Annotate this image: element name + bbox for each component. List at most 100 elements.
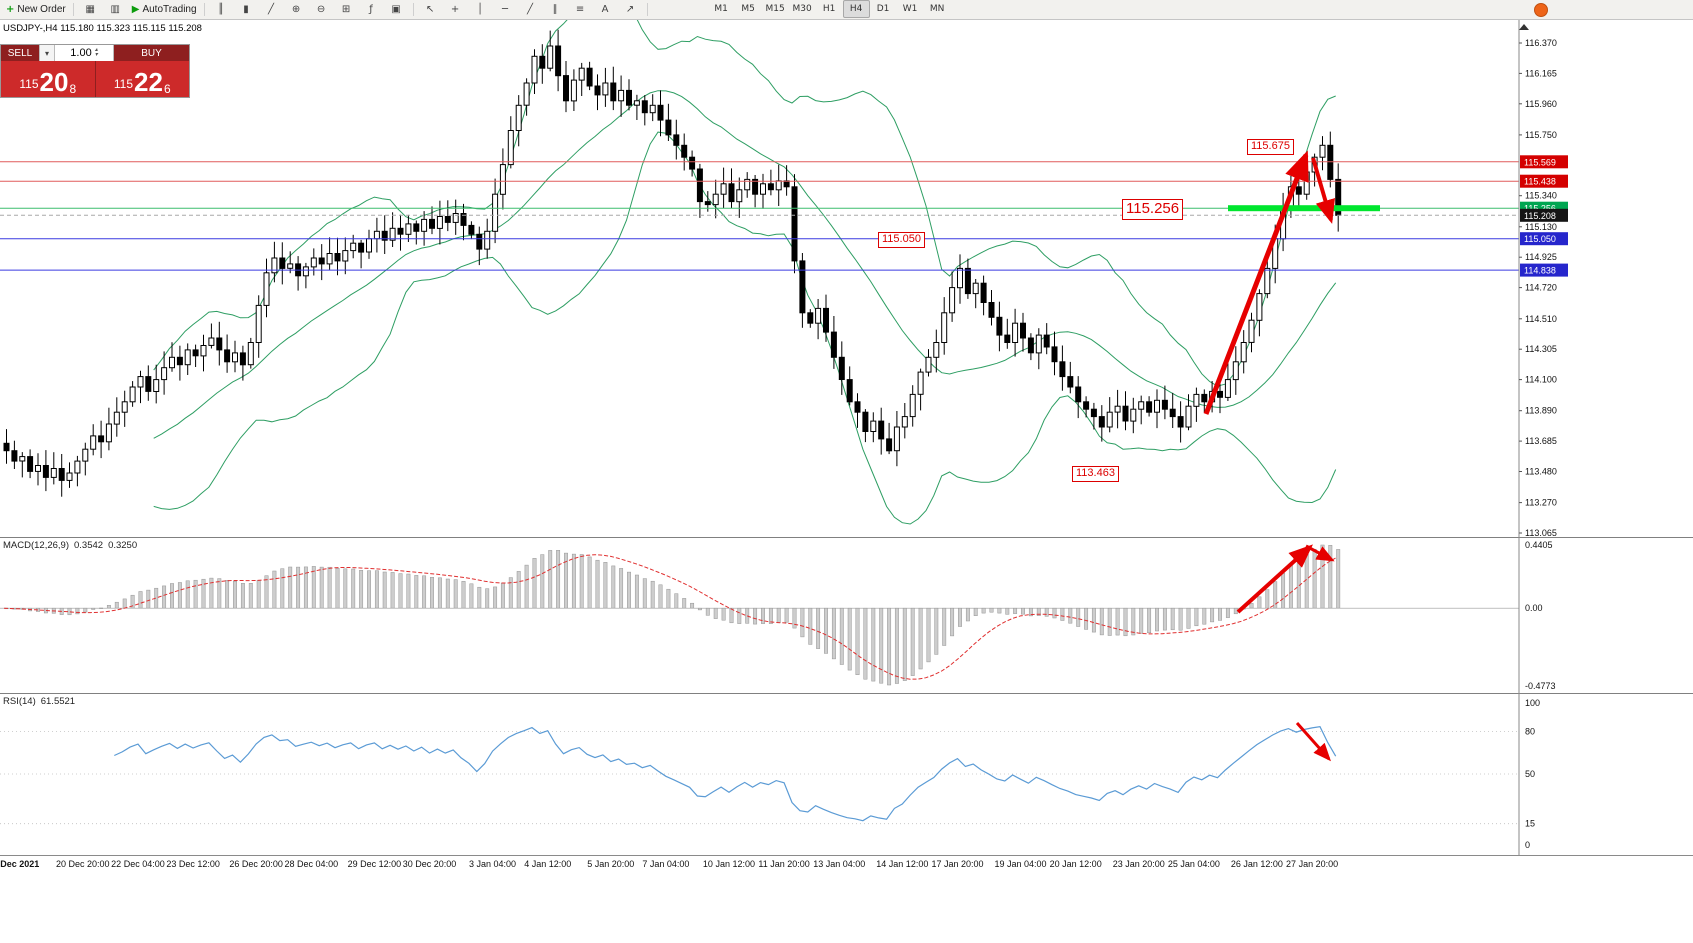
svg-text:115.130: 115.130	[1525, 222, 1557, 232]
macd-name: MACD(12,26,9)	[3, 540, 69, 551]
new-order-label: New Order	[17, 4, 66, 15]
notification-icon[interactable]	[1534, 2, 1548, 17]
volume-dropdown-icon[interactable]: ▾	[39, 45, 55, 61]
svg-text:0.4405: 0.4405	[1525, 540, 1553, 550]
price-annotation[interactable]: 115.256	[1122, 199, 1184, 220]
timeframe-m5[interactable]: M5	[741, 4, 755, 15]
bollinger-bands	[153, 20, 1337, 525]
time-label: 3 Jan 04:00	[469, 859, 517, 869]
line-chart-icon[interactable]: ╱	[268, 3, 275, 15]
volume-input[interactable]: 1.00 ▴ ▾	[55, 45, 114, 61]
bar-chart-icon[interactable]: ║	[218, 3, 225, 15]
buy-label: BUY	[114, 45, 189, 61]
timeframe-m30[interactable]: M30	[792, 4, 812, 15]
templates-icon[interactable]: ▣	[391, 3, 401, 15]
svg-text:116.165: 116.165	[1525, 68, 1557, 78]
svg-text:50: 50	[1525, 769, 1535, 779]
timeframe-m1[interactable]: M1	[714, 4, 728, 15]
timeframe-w1[interactable]: W1	[902, 4, 918, 15]
candlestick-icon[interactable]: ▮	[243, 3, 249, 15]
time-label: 11 Jan 20:00	[758, 859, 810, 869]
time-label: 22 Dec 04:00	[111, 859, 165, 869]
autotrading-play-icon: ▶	[131, 4, 140, 15]
rsi-name: RSI(14)	[3, 696, 36, 707]
vertical-line-icon[interactable]: │	[477, 3, 484, 15]
trendline-icon[interactable]: ╱	[527, 3, 534, 15]
svg-text:115.050: 115.050	[1524, 234, 1556, 244]
timeframe-d1[interactable]: D1	[876, 4, 890, 15]
time-label: 17 Jan 20:00	[931, 859, 984, 869]
horizontal-line-icon[interactable]: ─	[502, 3, 509, 15]
channel-icon[interactable]: ∥	[552, 3, 558, 15]
svg-text:115.208: 115.208	[1524, 211, 1556, 221]
time-label: Dec 2021	[0, 859, 40, 869]
one-click-trading-panel: SELL ▾ 1.00 ▴ ▾ BUY 115 20 8 115 22 6	[0, 44, 190, 98]
time-label: 14 Jan 12:00	[876, 859, 929, 869]
time-label: 30 Dec 20:00	[402, 859, 457, 869]
svg-text:-0.4773: -0.4773	[1525, 681, 1556, 691]
crosshair-icon[interactable]: +	[450, 3, 460, 15]
time-label: 23 Jan 20:00	[1112, 859, 1165, 869]
svg-text:115.256: 115.256	[1524, 204, 1556, 214]
timeframe-h4[interactable]: H4	[842, 0, 870, 19]
new-order-button[interactable]: + New Order	[3, 1, 69, 19]
time-label: 26 Jan 12:00	[1230, 859, 1283, 869]
rsi-panel[interactable]: 100 80 50 15 0	[0, 693, 1693, 855]
svg-text:113.270: 113.270	[1525, 498, 1557, 508]
svg-text:114.305: 114.305	[1525, 344, 1557, 354]
price-annotation[interactable]: 115.050	[878, 232, 925, 248]
svg-text:116.370: 116.370	[1525, 38, 1557, 48]
cursor-icon[interactable]: ↖	[425, 3, 435, 15]
buy-button[interactable]: 115 22 6	[95, 61, 189, 97]
svg-text:0.00: 0.00	[1525, 603, 1543, 613]
time-label: 7 Jan 04:00	[642, 859, 690, 869]
volume-value: 1.00	[70, 47, 92, 59]
buy-price-sup: 6	[163, 82, 171, 96]
market-watch-icon[interactable]: ▦	[85, 3, 95, 15]
fibonacci-icon[interactable]: ≡	[575, 3, 585, 15]
time-label: 10 Jan 12:00	[702, 859, 755, 869]
time-label: 23 Dec 12:00	[166, 859, 220, 869]
autotrading-button[interactable]: ▶ AutoTrading	[129, 1, 200, 19]
svg-text:113.685: 113.685	[1525, 436, 1557, 446]
tile-windows-icon[interactable]: ⊞	[341, 3, 351, 15]
time-label: 13 Jan 04:00	[813, 859, 866, 869]
volume-down-icon[interactable]: ▾	[94, 52, 98, 58]
svg-text:114.838: 114.838	[1524, 266, 1556, 276]
svg-text:100: 100	[1525, 698, 1540, 708]
timeframe-mn[interactable]: MN	[929, 4, 945, 15]
timeframe-m15[interactable]: M15	[765, 4, 785, 15]
sell-button[interactable]: 115 20 8	[1, 61, 96, 97]
time-scale[interactable]: Dec 2021 20 Dec 20:00 22 Dec 04:00 23 Dec 1…	[0, 855, 1693, 874]
macd-value-1: 0.3542	[74, 540, 104, 551]
navigator-icon[interactable]: ▥	[110, 3, 120, 15]
rsi-line	[114, 726, 1337, 822]
buy-price-base: 115	[113, 77, 134, 91]
arrows-icon[interactable]: ↗	[625, 3, 635, 15]
toolbar-separator	[203, 3, 205, 16]
volume-up-icon[interactable]: ▴	[94, 47, 98, 53]
svg-text:113.890: 113.890	[1525, 406, 1557, 416]
price-chart[interactable]: 116.370 116.165 115.960 115.750 115.340 115.1…	[0, 20, 1693, 537]
text-icon[interactable]: A	[601, 3, 609, 15]
price-annotation[interactable]: 113.463	[1072, 466, 1119, 482]
svg-text:80: 80	[1525, 726, 1535, 736]
zoom-out-icon[interactable]: ⊖	[316, 3, 326, 15]
time-label: 5 Jan 20:00	[587, 859, 635, 869]
svg-text:113.480: 113.480	[1525, 467, 1557, 477]
svg-text:114.925: 114.925	[1525, 252, 1557, 262]
sell-price-sup: 8	[69, 82, 77, 96]
timeframe-h1[interactable]: H1	[822, 4, 836, 15]
price-annotation[interactable]: 115.675	[1247, 139, 1294, 155]
macd-panel[interactable]: 0.4405 0.00 -0.4773	[0, 537, 1693, 693]
symbol-ohlc-info: USDJPY-,H4 115.180 115.323 115.115 115.2…	[3, 23, 202, 34]
chart-shift-marker	[1519, 24, 1529, 30]
svg-text:113.065: 113.065	[1525, 528, 1557, 537]
indicators-icon[interactable]: ƒ	[369, 3, 373, 15]
toolbar-separator	[646, 3, 648, 16]
rsi-value: 61.5521	[40, 696, 76, 707]
buy-price-big: 22	[134, 67, 163, 97]
zoom-in-icon[interactable]: ⊕	[291, 3, 301, 15]
new-order-plus-icon: +	[6, 4, 15, 15]
svg-text:114.720: 114.720	[1525, 283, 1557, 293]
